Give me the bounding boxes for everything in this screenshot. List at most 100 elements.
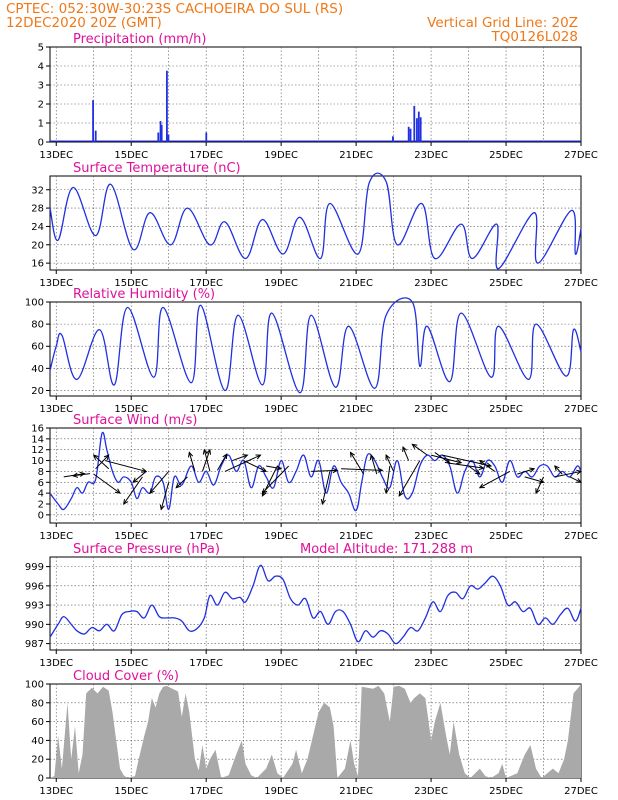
x-tick-label: 13DEC <box>39 278 73 289</box>
wind-arrow <box>398 460 421 497</box>
x-tick-label: 21DEC <box>339 786 373 797</box>
y-tick-label: 990 <box>25 620 44 631</box>
y-tick-label: 993 <box>25 601 44 612</box>
wind-arrow <box>430 454 463 465</box>
wind-arrow <box>104 460 148 473</box>
precip-bar <box>205 132 208 142</box>
wind-arrow <box>320 471 331 506</box>
panel-frame <box>49 175 582 271</box>
x-tick-label: 27DEC <box>564 278 598 289</box>
panel-title: Surface Wind (m/s) <box>73 413 197 428</box>
y-tick-label: 10 <box>31 456 44 467</box>
header-grid-line: Vertical Grid Line: 20Z <box>427 15 578 31</box>
wind-arrow <box>132 471 147 484</box>
x-tick-label: 27DEC <box>564 150 598 161</box>
wind-arrow <box>402 445 410 461</box>
y-tick-label: 20 <box>31 386 44 397</box>
x-tick-label: 23DEC <box>414 278 448 289</box>
y-tick-label: 2 <box>38 500 44 511</box>
y-tick-label: 996 <box>25 581 44 592</box>
x-tick-label: 19DEC <box>264 278 298 289</box>
precip-bar <box>413 105 416 142</box>
wind-arrow <box>149 471 170 494</box>
y-tick-label: 100 <box>25 298 44 309</box>
pressure-line <box>49 564 582 645</box>
x-tick-label: 19DEC <box>264 150 298 161</box>
panel-title: Relative Humidity (%) <box>73 287 215 302</box>
x-tick-label: 15DEC <box>114 278 148 289</box>
wind-arrow <box>411 443 428 456</box>
x-tick-label: 15DEC <box>114 658 148 669</box>
x-tick-label: 23DEC <box>414 150 448 161</box>
x-tick-label: 21DEC <box>339 658 373 669</box>
precip-bar <box>407 126 410 142</box>
y-tick-label: 8 <box>38 467 44 478</box>
x-tick-label: 15DEC <box>114 531 148 542</box>
series-line <box>49 172 582 270</box>
x-tick-label: 19DEC <box>264 658 298 669</box>
model-altitude: Model Altitude: 171.288 m <box>300 542 473 557</box>
wind-arrow <box>159 482 170 511</box>
x-tick-label: 27DEC <box>564 658 598 669</box>
y-tick-label: 2 <box>38 100 44 111</box>
y-tick-label: 14 <box>31 434 44 445</box>
precip-bar <box>417 111 420 142</box>
precip-bar <box>92 100 94 142</box>
wind-arrow <box>517 467 536 475</box>
series-line <box>49 297 582 394</box>
x-tick-label: 13DEC <box>39 150 73 161</box>
y-tick-label: 80 <box>31 320 44 331</box>
wind-arrow <box>92 454 110 470</box>
wind-arrow <box>569 476 583 483</box>
wind-arrow <box>478 470 511 489</box>
panel-1: Surface Temperature (nC) 16 20 24 28 32 13DEC 1… <box>31 161 598 289</box>
wind-arrow <box>243 460 268 472</box>
y-tick-label: 999 <box>25 562 44 573</box>
wind-arrow <box>123 476 143 505</box>
y-tick-label: 1 <box>38 119 44 130</box>
y-tick-label: 60 <box>31 342 44 353</box>
x-tick-label: 27DEC <box>564 531 598 542</box>
panel-title: Cloud Cover (%) <box>73 669 179 684</box>
y-tick-label: 20 <box>31 755 44 766</box>
cloud-area <box>49 684 581 778</box>
x-tick-label: 21DEC <box>339 150 373 161</box>
panel-title: Precipitation (mm/h) <box>73 32 206 47</box>
precip-bar <box>409 128 412 142</box>
precip-bar <box>94 130 97 142</box>
x-tick-label: 21DEC <box>339 531 373 542</box>
x-tick-label: 17DEC <box>189 278 223 289</box>
y-tick-label: 3 <box>38 81 44 92</box>
wind-arrow <box>261 465 289 494</box>
wind-arrow <box>311 467 339 474</box>
y-tick-label: 4 <box>38 62 44 73</box>
precip-bar <box>392 136 394 142</box>
wind-arrow <box>535 476 544 495</box>
wind-arrow <box>554 465 563 475</box>
wind-arrow <box>449 462 485 471</box>
y-tick-label: 987 <box>25 639 44 650</box>
wind-arrow <box>478 459 496 472</box>
wind-arrow <box>232 454 249 462</box>
precip-bar <box>160 124 163 142</box>
x-tick-label: 23DEC <box>414 404 448 415</box>
x-tick-label: 27DEC <box>564 404 598 415</box>
x-tick-label: 15DEC <box>114 786 148 797</box>
x-tick-label: 21DEC <box>339 278 373 289</box>
x-tick-label: 17DEC <box>189 531 223 542</box>
x-tick-label: 17DEC <box>189 150 223 161</box>
x-tick-label: 13DEC <box>39 786 73 797</box>
y-tick-label: 0 <box>38 510 44 521</box>
wind-arrow <box>434 452 451 464</box>
precip-bar <box>416 118 418 142</box>
panel-5: Cloud Cover (%) 0 20 40 60 80 100 13DEC 15DEC 17D… <box>25 669 598 797</box>
header-model-code: TQ0126L028 <box>490 29 578 45</box>
x-tick-label: 23DEC <box>414 531 448 542</box>
panel-2: Relative Humidity (%) 20 40 60 80 100 13DEC 15D… <box>25 287 598 415</box>
y-tick-label: 16 <box>31 424 44 435</box>
precip-bar <box>166 70 168 142</box>
wind-arrow <box>554 469 583 478</box>
x-tick-label: 25DEC <box>489 404 523 415</box>
wind-arrow <box>175 476 188 489</box>
y-tick-label: 20 <box>31 240 44 251</box>
